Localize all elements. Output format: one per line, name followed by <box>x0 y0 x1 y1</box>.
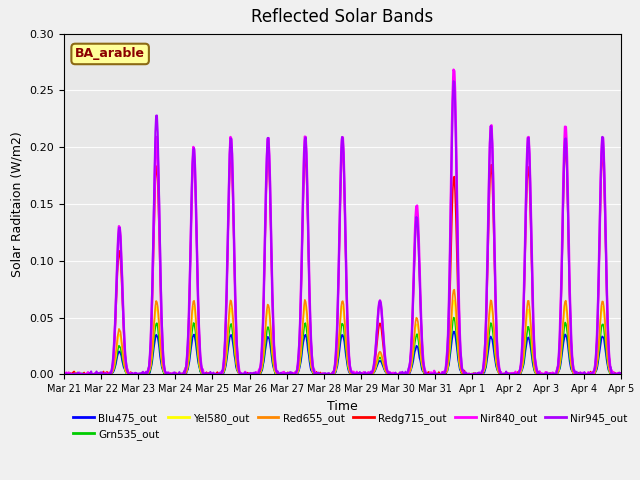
Legend: Blu475_out, Grn535_out, Yel580_out, Red655_out, Redg715_out, Nir840_out, Nir945_: Blu475_out, Grn535_out, Yel580_out, Red6… <box>69 409 632 444</box>
Text: BA_arable: BA_arable <box>75 48 145 60</box>
X-axis label: Time: Time <box>327 400 358 413</box>
Y-axis label: Solar Raditaion (W/m2): Solar Raditaion (W/m2) <box>11 131 24 277</box>
Title: Reflected Solar Bands: Reflected Solar Bands <box>252 9 433 26</box>
